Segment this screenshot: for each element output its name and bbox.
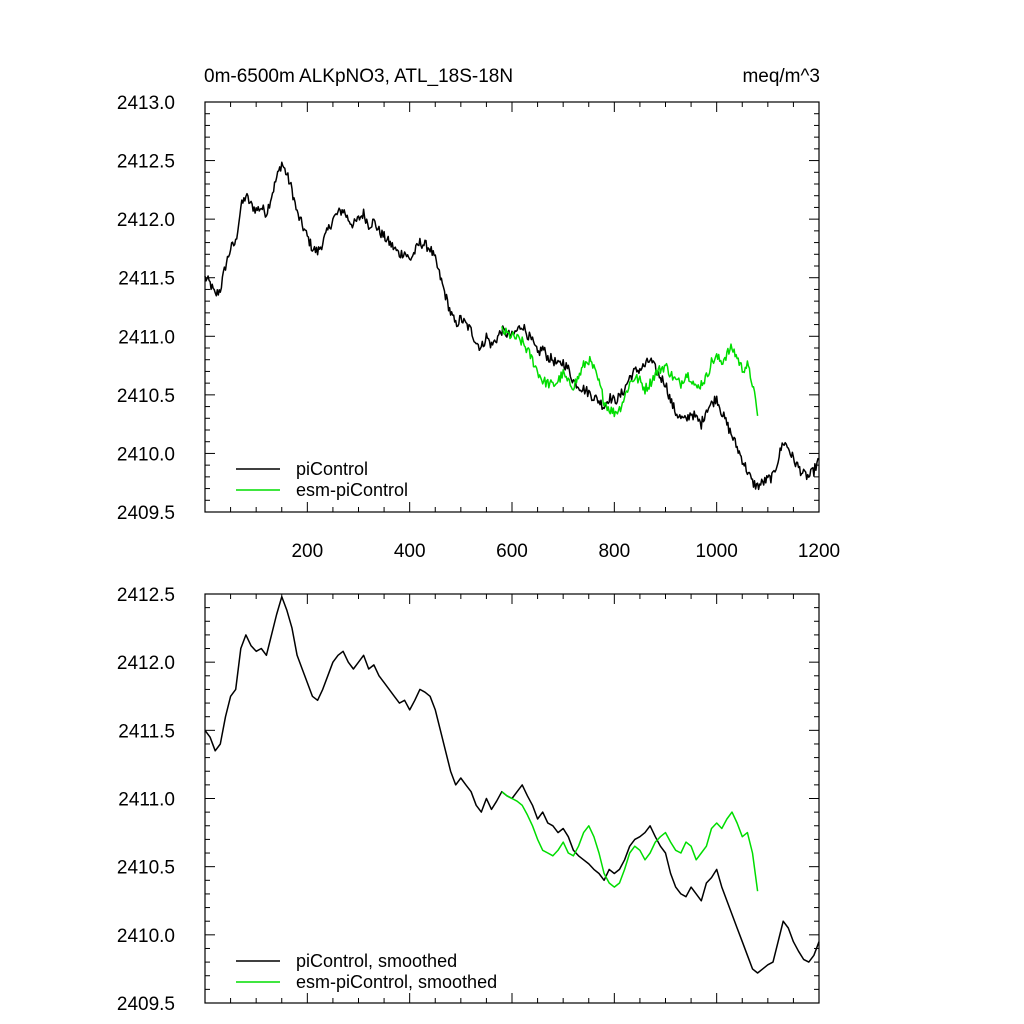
top-series-esm-picontrol [501,326,759,418]
top-x-tick-label: 400 [394,541,426,562]
top-y-tick-label: 2411.5 [118,269,175,290]
top-y-tick-label: 2409.5 [117,503,175,524]
chart-title: 0m-6500m ALKpNO3, ATL_18S-18N [204,66,513,87]
top-plot-frame [204,101,820,513]
bottom-y-tick-label: 2411.5 [118,721,175,742]
top-series-picontrol [204,161,820,491]
legend-label-esm-picontrol-smoothed: esm-piControl, smoothed [296,972,497,992]
top-axis-ticks: 200 400 600 800 1000 1200 2409.5 2410.0 2410.5 24… [117,93,840,562]
bottom-series-group [204,595,820,974]
bottom-axis-ticks: 2409.5 2410.0 2410.5 2411.0 2411.5 2412.0 2412… [117,585,820,1015]
top-y-tick-label: 2413.0 [117,93,175,114]
bottom-legend: piControl, smoothed esm-piControl, smoot… [236,951,497,992]
bottom-y-tick-label: 2411.0 [118,790,175,811]
top-x-tick-label: 600 [496,541,528,562]
chart-units: meq/m^3 [742,66,820,87]
legend-label-picontrol-smoothed: piControl, smoothed [296,951,457,971]
legend-label-esm-picontrol: esm-piControl [296,480,408,500]
top-x-tick-label: 800 [598,541,630,562]
bottom-y-tick-label: 2410.5 [117,858,175,879]
top-y-tick-label: 2411.0 [118,327,175,348]
top-y-tick-label: 2410.5 [117,386,175,407]
bottom-series-picontrol-smoothed [204,595,820,974]
bottom-series-esm-picontrol-smoothed [501,791,759,892]
bottom-y-tick-label: 2409.5 [117,994,175,1015]
top-y-tick-label: 2410.0 [117,444,175,465]
top-x-tick-label: 1000 [696,541,738,562]
top-y-tick-label: 2412.0 [117,210,175,231]
top-y-tick-label: 2412.5 [117,152,175,173]
top-x-tick-label: 200 [291,541,323,562]
bottom-y-tick-label: 2412.0 [117,653,175,674]
bottom-y-tick-label: 2412.5 [117,585,175,606]
top-series-group [204,161,820,491]
top-x-tick-label: 1200 [798,541,840,562]
legend-label-picontrol: piControl [296,459,368,479]
bottom-y-tick-label: 2410.0 [117,926,175,947]
top-legend: piControl esm-piControl [236,459,408,500]
